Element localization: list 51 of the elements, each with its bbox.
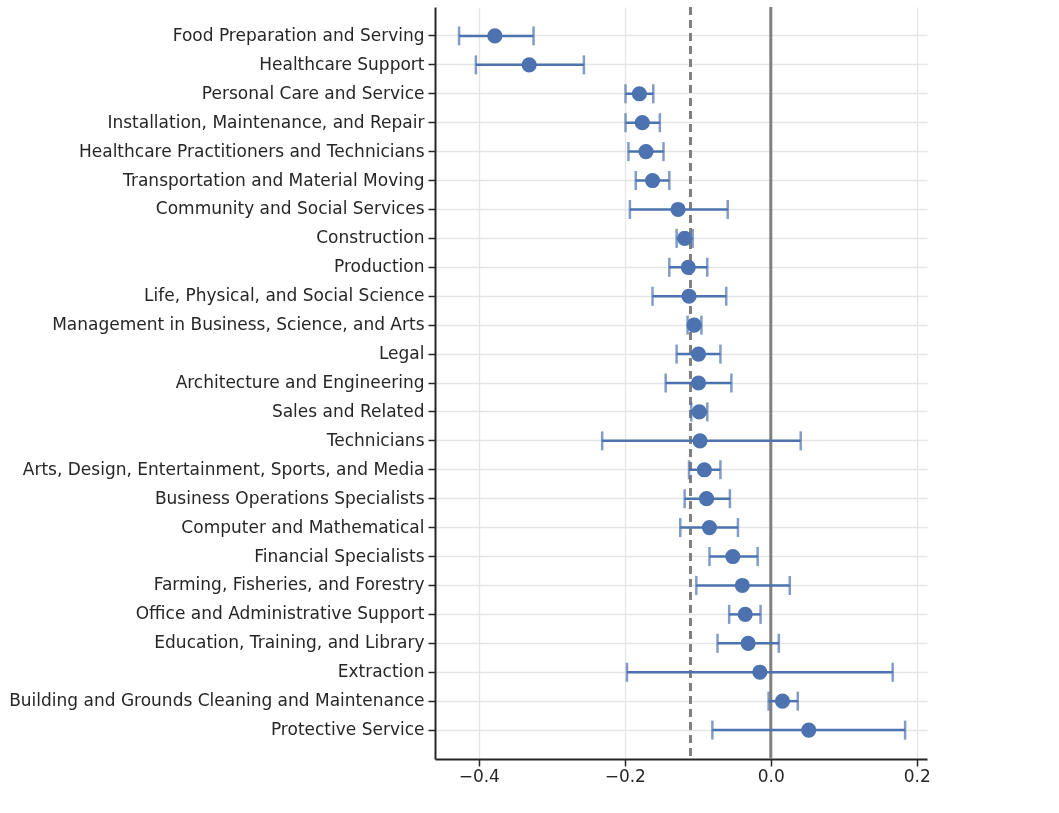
- y-tick-label: Life, Physical, and Social Science: [144, 285, 425, 306]
- point: [690, 375, 707, 391]
- y-tick-label: Arts, Design, Entertainment, Sports, and Media: [22, 458, 425, 479]
- y-tick-label: Community and Social Services: [155, 198, 425, 219]
- point: [725, 548, 741, 565]
- point: [680, 259, 696, 275]
- point: [521, 57, 537, 73]
- y-tick-label: Protective Service: [270, 719, 425, 740]
- y-tick-label: Sales and Related: [271, 400, 425, 421]
- point: [690, 346, 707, 362]
- x-tick-label: −0.2: [604, 765, 646, 786]
- point: [701, 520, 718, 536]
- point: [698, 491, 715, 507]
- y-tick-label: Healthcare Support: [259, 53, 425, 74]
- y-tick-label: Technicians: [325, 429, 425, 450]
- point: [752, 664, 768, 680]
- y-tick-label: Healthcare Practitioners and Technicians: [78, 140, 425, 161]
- y-tick-label: Production: [334, 256, 425, 277]
- point: [670, 201, 686, 218]
- point: [644, 172, 661, 189]
- point: [801, 722, 817, 738]
- point: [631, 86, 647, 102]
- point: [681, 288, 697, 304]
- x-tick-label: −0.4: [458, 765, 500, 786]
- y-tick-label: Building and Grounds Cleaning and Maintenance: [9, 690, 425, 711]
- y-tick-label: Food Preparation and Serving: [172, 24, 425, 45]
- point: [692, 433, 708, 449]
- y-tick-label: Extraction: [337, 661, 425, 682]
- y-tick-label: Legal: [378, 343, 425, 364]
- y-tick-label: Transportation and Material Moving: [122, 169, 425, 190]
- y-tick-label: Computer and Mathematical: [181, 516, 425, 537]
- y-tick-label: Farming, Fisheries, and Forestry: [153, 574, 425, 595]
- y-tick-label: Education, Training, and Library: [154, 632, 425, 653]
- point: [737, 606, 753, 622]
- x-tick-label: 0.0: [757, 765, 785, 786]
- point: [638, 144, 654, 160]
- point: [734, 577, 750, 594]
- point: [487, 28, 503, 44]
- y-tick-label: Personal Care and Service: [201, 82, 425, 103]
- point: [696, 462, 712, 478]
- y-tick-label: Construction: [316, 227, 425, 248]
- y-tick-label: Financial Specialists: [254, 545, 425, 566]
- y-tick-label: Installation, Maintenance, and Repair: [107, 111, 425, 132]
- x-tick-label: 0.2: [903, 765, 931, 786]
- y-tick-label: Architecture and Engineering: [175, 372, 425, 392]
- point: [634, 115, 650, 131]
- y-tick-label: Office and Administrative Support: [135, 603, 425, 624]
- point: [740, 635, 756, 651]
- y-tick-label: Business Operations Specialists: [154, 487, 425, 508]
- y-tick-label: Management in Business, Science, and Arts: [52, 314, 425, 335]
- point: [774, 693, 791, 709]
